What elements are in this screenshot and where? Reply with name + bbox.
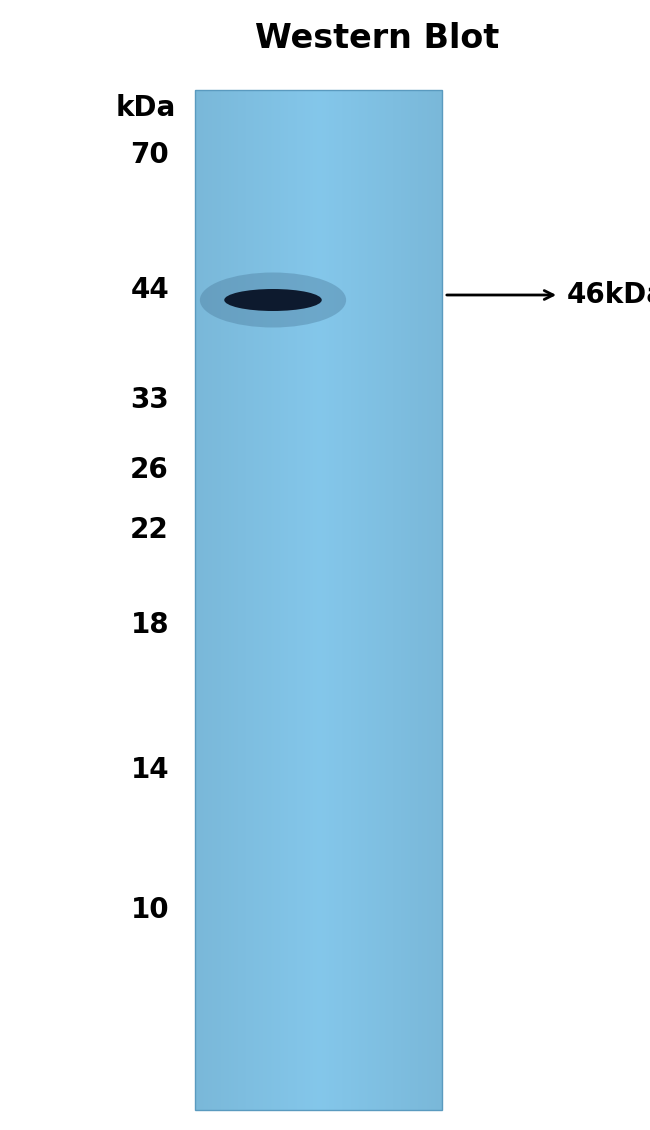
Text: kDa: kDa — [115, 94, 176, 122]
Text: 46kDa: 46kDa — [567, 281, 650, 308]
Text: 26: 26 — [130, 457, 169, 484]
Text: 22: 22 — [130, 516, 169, 544]
Bar — [195, 90, 442, 1110]
Text: 33: 33 — [130, 386, 169, 414]
Text: 14: 14 — [131, 756, 169, 784]
Text: 70: 70 — [130, 141, 169, 170]
Ellipse shape — [200, 272, 346, 328]
Ellipse shape — [224, 289, 322, 311]
Text: Western Blot: Western Blot — [255, 21, 499, 54]
Text: 10: 10 — [131, 896, 169, 924]
Text: 44: 44 — [130, 276, 169, 304]
Text: 18: 18 — [131, 611, 169, 638]
